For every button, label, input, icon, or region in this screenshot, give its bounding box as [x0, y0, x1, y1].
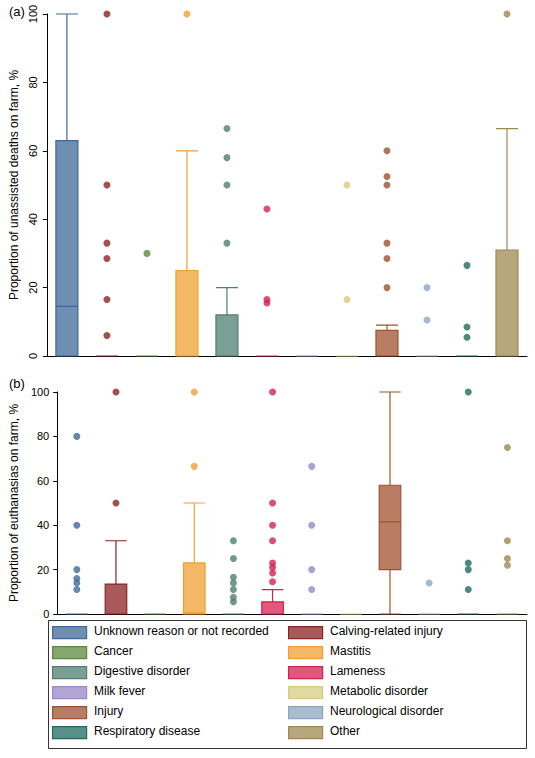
- svg-text:Respiratory disease: Respiratory disease: [94, 724, 200, 738]
- svg-text:(b): (b): [9, 376, 25, 391]
- svg-text:60: 60: [27, 145, 39, 157]
- svg-text:Lameness: Lameness: [330, 664, 385, 678]
- svg-text:Milk fever: Milk fever: [94, 684, 145, 698]
- svg-text:(a): (a): [9, 4, 25, 19]
- svg-text:0: 0: [43, 608, 49, 620]
- svg-text:40: 40: [27, 213, 39, 225]
- svg-text:0: 0: [27, 353, 39, 359]
- svg-text:Proportion of unassisted death: Proportion of unassisted deaths on farm,…: [7, 70, 21, 300]
- svg-text:Unknown reason or not recorded: Unknown reason or not recorded: [94, 624, 269, 638]
- svg-text:Metabolic disorder: Metabolic disorder: [330, 684, 428, 698]
- svg-text:20: 20: [37, 564, 49, 576]
- svg-text:Calving-related injury: Calving-related injury: [330, 624, 443, 638]
- svg-text:Injury: Injury: [94, 704, 123, 718]
- svg-text:Mastitis: Mastitis: [330, 644, 371, 658]
- svg-text:Other: Other: [330, 724, 360, 738]
- svg-text:80: 80: [27, 76, 39, 88]
- svg-text:80: 80: [37, 430, 49, 442]
- svg-text:20: 20: [27, 281, 39, 293]
- svg-text:40: 40: [37, 519, 49, 531]
- svg-text:60: 60: [37, 475, 49, 487]
- svg-text:Cancer: Cancer: [94, 644, 133, 658]
- svg-text:Neurological disorder: Neurological disorder: [330, 704, 443, 718]
- svg-text:100: 100: [31, 386, 49, 398]
- svg-text:100: 100: [27, 5, 39, 23]
- svg-text:Digestive disorder: Digestive disorder: [94, 664, 190, 678]
- svg-text:Proportion of euthanasias on f: Proportion of euthanasias on farm, %: [7, 404, 21, 602]
